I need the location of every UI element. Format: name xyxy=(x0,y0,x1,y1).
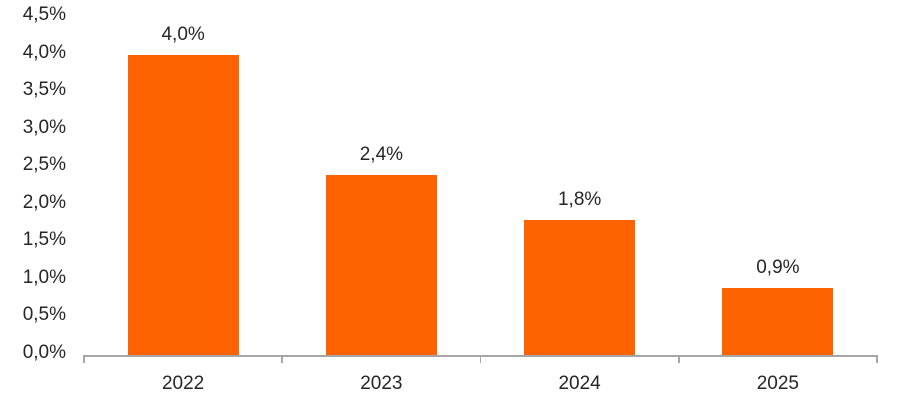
x-axis-tick xyxy=(479,355,482,363)
y-axis-tick-label: 0,0% xyxy=(22,341,66,363)
bar-2025 xyxy=(722,287,834,355)
x-axis-tick xyxy=(876,355,878,363)
bar-2022 xyxy=(127,55,239,355)
y-axis-tick-label: 4,5% xyxy=(22,4,66,26)
x-axis-tick xyxy=(677,355,680,363)
bar-value-label: 2,4% xyxy=(359,144,404,166)
y-axis-tick-label: 1,0% xyxy=(22,266,66,288)
x-axis-category-label: 2023 xyxy=(360,373,403,394)
bar-2024 xyxy=(524,220,636,355)
y-axis-tick-label: 3,5% xyxy=(22,79,66,101)
x-axis-category-label: 2022 xyxy=(161,373,205,394)
x-axis-tick xyxy=(83,355,85,363)
bar-value-label: 4,0% xyxy=(161,24,205,46)
x-axis-tick xyxy=(281,355,284,363)
y-axis-tick-label: 2,0% xyxy=(22,191,66,213)
y-axis-tick-label: 3,0% xyxy=(22,116,66,138)
y-axis-tick-label: 4,0% xyxy=(22,41,66,63)
y-axis-tick-label: 2,5% xyxy=(22,154,66,176)
y-axis-tick-label: 1,5% xyxy=(22,229,66,251)
bar-value-label: 1,8% xyxy=(557,189,602,211)
x-axis-category-label: 2025 xyxy=(756,373,800,394)
x-axis-category-label: 2024 xyxy=(558,373,601,394)
y-axis-tick-label: 0,5% xyxy=(22,304,66,326)
bar-value-label: 0,9% xyxy=(756,256,800,278)
bar-2023 xyxy=(325,175,437,355)
